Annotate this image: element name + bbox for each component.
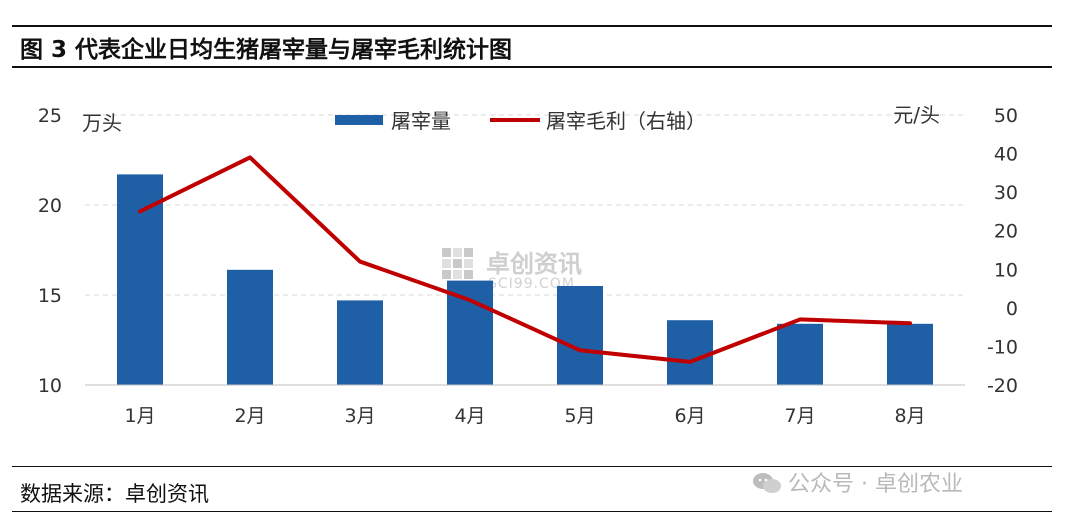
y-left-unit: 万头	[82, 111, 122, 135]
y-right-tick-label: 0	[1006, 298, 1018, 320]
bar	[227, 269, 273, 385]
axes: 10 15 20 25 -20 -10 0 10 20 30 40 50 1月 2月 3月 4月 5月 6月 7月 8…	[38, 103, 1018, 427]
watermark-logo-cell	[464, 270, 473, 279]
bar	[887, 323, 933, 385]
x-tick-label: 5月	[564, 405, 595, 427]
x-tick-label: 2月	[234, 405, 265, 427]
x-tick-label: 6月	[674, 405, 705, 427]
title-top-rule	[12, 25, 1052, 27]
y-right-tick-label: 50	[994, 105, 1018, 127]
line-path	[138, 155, 912, 364]
y-right-tick-label: 10	[994, 259, 1018, 281]
legend-bar-label: 屠宰量	[391, 109, 451, 133]
watermark-logo-cell	[464, 248, 473, 257]
bar	[447, 280, 493, 385]
legend-bar-swatch	[335, 115, 383, 125]
watermark-logo-cell	[464, 259, 473, 268]
y-left-tick-label: 15	[38, 285, 62, 307]
watermark-logo-cell	[442, 248, 451, 257]
legend-line-label: 屠宰毛利（右轴）	[546, 109, 706, 133]
bar	[337, 300, 383, 385]
y-right-tick-label: 30	[994, 182, 1018, 204]
x-tick-label: 3月	[344, 405, 375, 427]
wechat-icon	[753, 473, 781, 493]
watermark-logo-cell	[453, 270, 462, 279]
watermark-logo-cell	[442, 259, 451, 268]
footer-watermark-text: 公众号 · 卓创农业	[788, 472, 963, 497]
watermark-logo-cell	[442, 270, 451, 279]
source-bottom-rule	[12, 511, 1052, 512]
data-source: 数据来源：卓创资讯	[20, 482, 209, 506]
figure-title: 图 3 代表企业日均生猪屠宰量与屠宰毛利统计图	[20, 37, 513, 63]
source-top-rule	[12, 466, 1052, 467]
x-tick-label: 8月	[894, 405, 925, 427]
y-right-tick-label: -10	[987, 336, 1018, 358]
bar-series	[117, 174, 933, 385]
watermark-subtext: SCI99.COM	[488, 276, 575, 292]
watermark-logo-cell	[453, 259, 462, 268]
footer-watermark: 公众号 · 卓创农业	[752, 466, 963, 498]
y-left-tick-label: 20	[38, 195, 62, 217]
bar	[667, 320, 713, 385]
y-right-unit: 元/头	[893, 103, 940, 127]
y-right-tick-label: 20	[994, 221, 1018, 243]
y-left-tick-label: 25	[38, 105, 62, 127]
y-right-tick-label: 40	[994, 144, 1018, 166]
watermark-logo-cell	[453, 248, 462, 257]
x-tick-label: 1月	[124, 405, 155, 427]
y-right-tick-label: -20	[987, 375, 1018, 397]
x-tick-label: 4月	[454, 405, 485, 427]
x-tick-label: 7月	[784, 405, 815, 427]
line-series	[138, 155, 912, 364]
watermark-text: 卓创资讯	[486, 250, 582, 278]
legend: 屠宰量 屠宰毛利（右轴）	[335, 109, 706, 133]
bar	[557, 286, 603, 385]
watermark-logo-icon	[442, 248, 473, 279]
title-bottom-rule	[12, 66, 1052, 68]
y-left-tick-label: 10	[38, 375, 62, 397]
bar	[117, 174, 163, 385]
bar	[777, 323, 823, 385]
